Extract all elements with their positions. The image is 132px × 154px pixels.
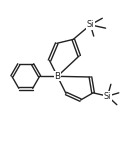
Text: Si: Si [87, 20, 94, 29]
Text: Si: Si [104, 92, 111, 101]
Text: B: B [54, 72, 60, 81]
